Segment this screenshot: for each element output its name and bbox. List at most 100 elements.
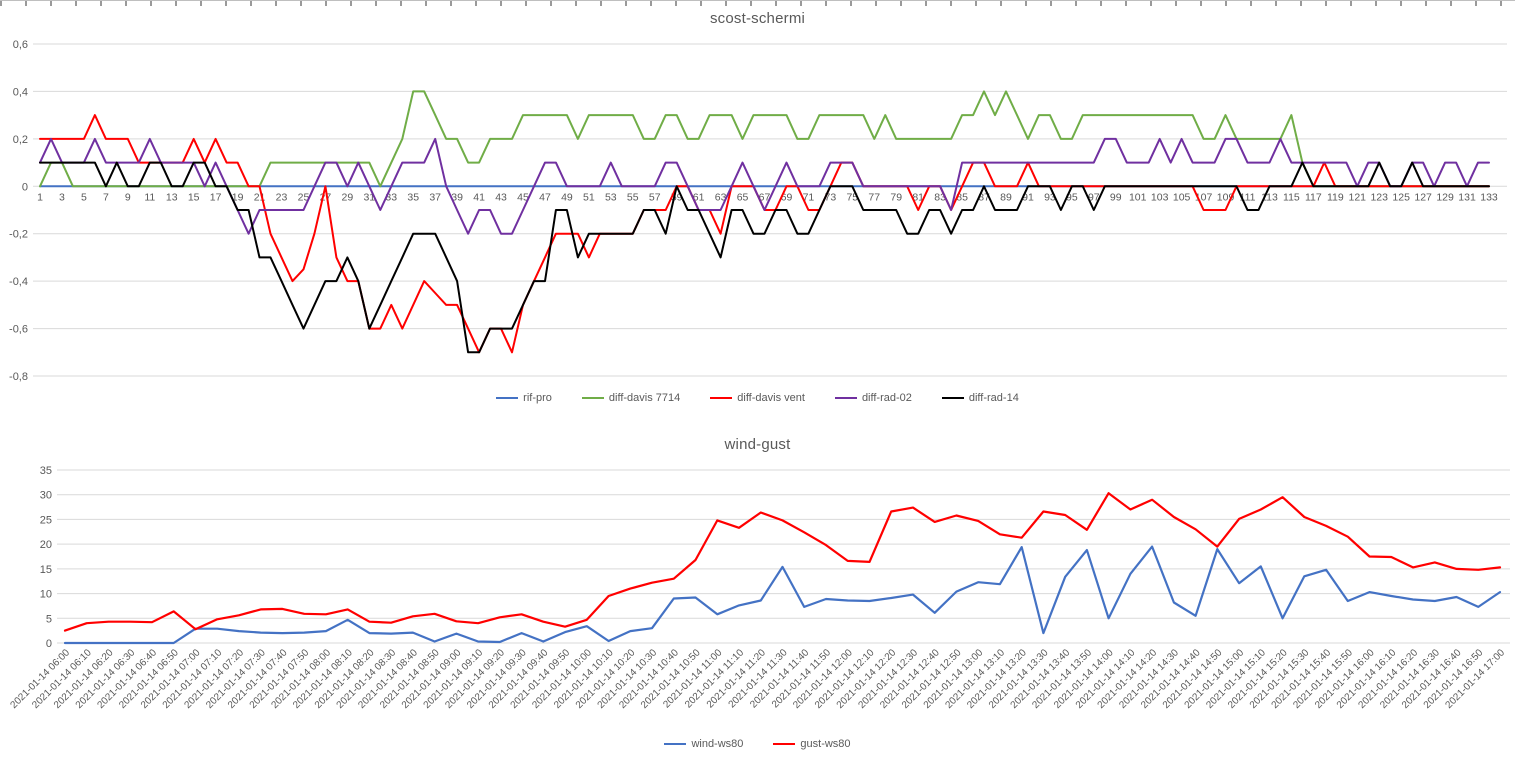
x-axis-tick-label: 45	[517, 191, 529, 203]
x-axis-tick-label: 81	[912, 191, 924, 203]
x-axis-tick-label: 85	[956, 191, 968, 203]
x-axis-tick-label: 131	[1458, 191, 1476, 203]
x-axis-tick-label: 41	[473, 191, 485, 203]
x-axis-tick-label: 59	[671, 191, 683, 203]
legend-item-diff-rad-14[interactable]: diff-rad-14	[941, 392, 1019, 404]
x-axis-tick-label: 83	[934, 191, 946, 203]
legend-item-diff-davis-vent[interactable]: diff-davis vent	[710, 392, 805, 404]
line-swatch-icon	[581, 396, 604, 400]
legend-label: gust-ws80	[800, 738, 851, 750]
x-axis-tick-label: 91	[1022, 191, 1034, 203]
y-axis-tick-label: -0,8	[9, 371, 28, 383]
legend-label: diff-rad-14	[968, 392, 1019, 404]
series-line-diff-rad-02[interactable]	[39, 137, 1490, 235]
y-axis-tick-label: 0,2	[13, 134, 28, 146]
x-axis-tick-label: 117	[1305, 191, 1322, 203]
legend-label: diff-davis 7714	[608, 392, 681, 404]
legend-label: rif-pro	[523, 392, 552, 404]
x-axis-tick-label: 73	[825, 191, 837, 203]
x-axis-tick-label: 1	[37, 191, 43, 203]
x-axis-tick-label: 71	[803, 191, 815, 203]
legend-label: diff-rad-02	[861, 392, 912, 404]
x-axis-tick-label: 17	[210, 191, 222, 203]
legend-item-diff-rad-02[interactable]: diff-rad-02	[834, 392, 912, 404]
x-axis-tick-label: 35	[407, 191, 419, 203]
y-axis-tick-label: 25	[40, 514, 52, 526]
line-swatch-icon	[834, 396, 857, 400]
x-axis-tick-label: 63	[715, 191, 727, 203]
y-axis-tick-label: 35	[40, 465, 52, 477]
line-swatch-icon	[710, 396, 733, 400]
x-axis-tick-label: 39	[451, 191, 463, 203]
x-axis-tick-label: 69	[781, 191, 793, 203]
x-axis-tick-label: 25	[298, 191, 310, 203]
x-axis-tick-label: 89	[1000, 191, 1012, 203]
y-axis-tick-label: 0,4	[13, 86, 28, 98]
y-axis-tick-label: 15	[40, 564, 52, 576]
x-axis-tick-label: 15	[188, 191, 200, 203]
series-line-diff-davis-7714[interactable]	[39, 90, 1490, 188]
series-line-gust-ws80[interactable]	[63, 492, 1502, 632]
x-axis-tick-label: 125	[1392, 191, 1410, 203]
x-axis-tick-label: 93	[1044, 191, 1056, 203]
legend-label: diff-davis vent	[737, 392, 805, 404]
x-axis-tick-label: 9	[125, 191, 131, 203]
spreadsheet-gridline-strip	[0, 0, 1515, 6]
series-line-wind-ws80[interactable]	[63, 545, 1502, 645]
x-axis-tick-label: 123	[1370, 191, 1388, 203]
x-axis-tick-label: 21	[254, 191, 266, 203]
x-axis-tick-label: 103	[1151, 191, 1169, 203]
x-axis-tick-label: 7	[103, 191, 109, 203]
x-axis-tick-label: 121	[1349, 191, 1367, 203]
x-axis-tick-label: 61	[693, 191, 705, 203]
x-axis-tick-label: 97	[1088, 191, 1100, 203]
x-axis-tick-label: 57	[649, 191, 661, 203]
x-axis-tick-label: 87	[978, 191, 990, 203]
x-axis-tick-label: 105	[1173, 191, 1191, 203]
x-axis-tick-label: 77	[868, 191, 880, 203]
x-axis-tick-label: 33	[385, 191, 397, 203]
x-axis-tick-label: 13	[166, 191, 178, 203]
x-axis-tick-label: 47	[539, 191, 551, 203]
x-axis-tick-label: 75	[846, 191, 858, 203]
x-axis-tick-label: 79	[890, 191, 902, 203]
line-swatch-icon	[773, 742, 796, 746]
x-axis-tick-label: 31	[363, 191, 375, 203]
chart-title-scost-schermi[interactable]: scost-schermi	[709, 10, 806, 27]
x-axis-tick-label: 127	[1414, 191, 1432, 203]
line-swatch-icon	[496, 396, 519, 400]
y-axis-tick-label: 0,6	[13, 39, 28, 51]
y-axis-tick-label: -0,2	[9, 229, 28, 241]
legend-item-rif-pro[interactable]: rif-pro	[496, 392, 552, 404]
x-axis-tick-label: 11	[144, 191, 155, 203]
x-axis-tick-label: 49	[561, 191, 573, 203]
y-axis-tick-label: 20	[40, 539, 52, 551]
line-swatch-icon	[664, 742, 687, 746]
legend-scost-schermi: rif-pro diff-davis 7714 diff-davis vent …	[0, 390, 1515, 406]
x-axis-tick-label: 37	[429, 191, 441, 203]
x-axis-tick-label: 5	[81, 191, 87, 203]
x-axis-tick-label: 99	[1110, 191, 1122, 203]
x-axis-tick-label: 55	[627, 191, 639, 203]
y-axis-tick-label: 10	[40, 589, 52, 601]
x-axis-tick-label: 53	[605, 191, 617, 203]
y-axis-tick-label: 5	[46, 613, 52, 625]
chart-title-wind-gust[interactable]: wind-gust	[724, 436, 791, 453]
x-axis-tick-label: 129	[1436, 191, 1454, 203]
legend-item-gust-ws80[interactable]: gust-ws80	[773, 738, 851, 750]
x-axis-tick-label: 95	[1066, 191, 1078, 203]
x-axis-tick-label: 115	[1283, 191, 1300, 203]
x-axis-tick-label: 43	[495, 191, 507, 203]
legend-item-diff-davis-7714[interactable]: diff-davis 7714	[581, 392, 681, 404]
legend-item-wind-ws80[interactable]: wind-ws80	[664, 738, 743, 750]
x-axis-tick-label: 27	[320, 191, 332, 203]
x-axis-tick-label: 65	[737, 191, 749, 203]
series-line-diff-rad-14[interactable]	[39, 161, 1490, 354]
x-axis-tick-label: 29	[342, 191, 354, 203]
legend-wind-gust: wind-ws80 gust-ws80	[0, 736, 1515, 752]
y-axis-tick-label: 0	[46, 638, 52, 650]
y-axis-tick-label: -0,6	[9, 324, 28, 336]
x-axis-tick-label: 101	[1129, 191, 1147, 203]
